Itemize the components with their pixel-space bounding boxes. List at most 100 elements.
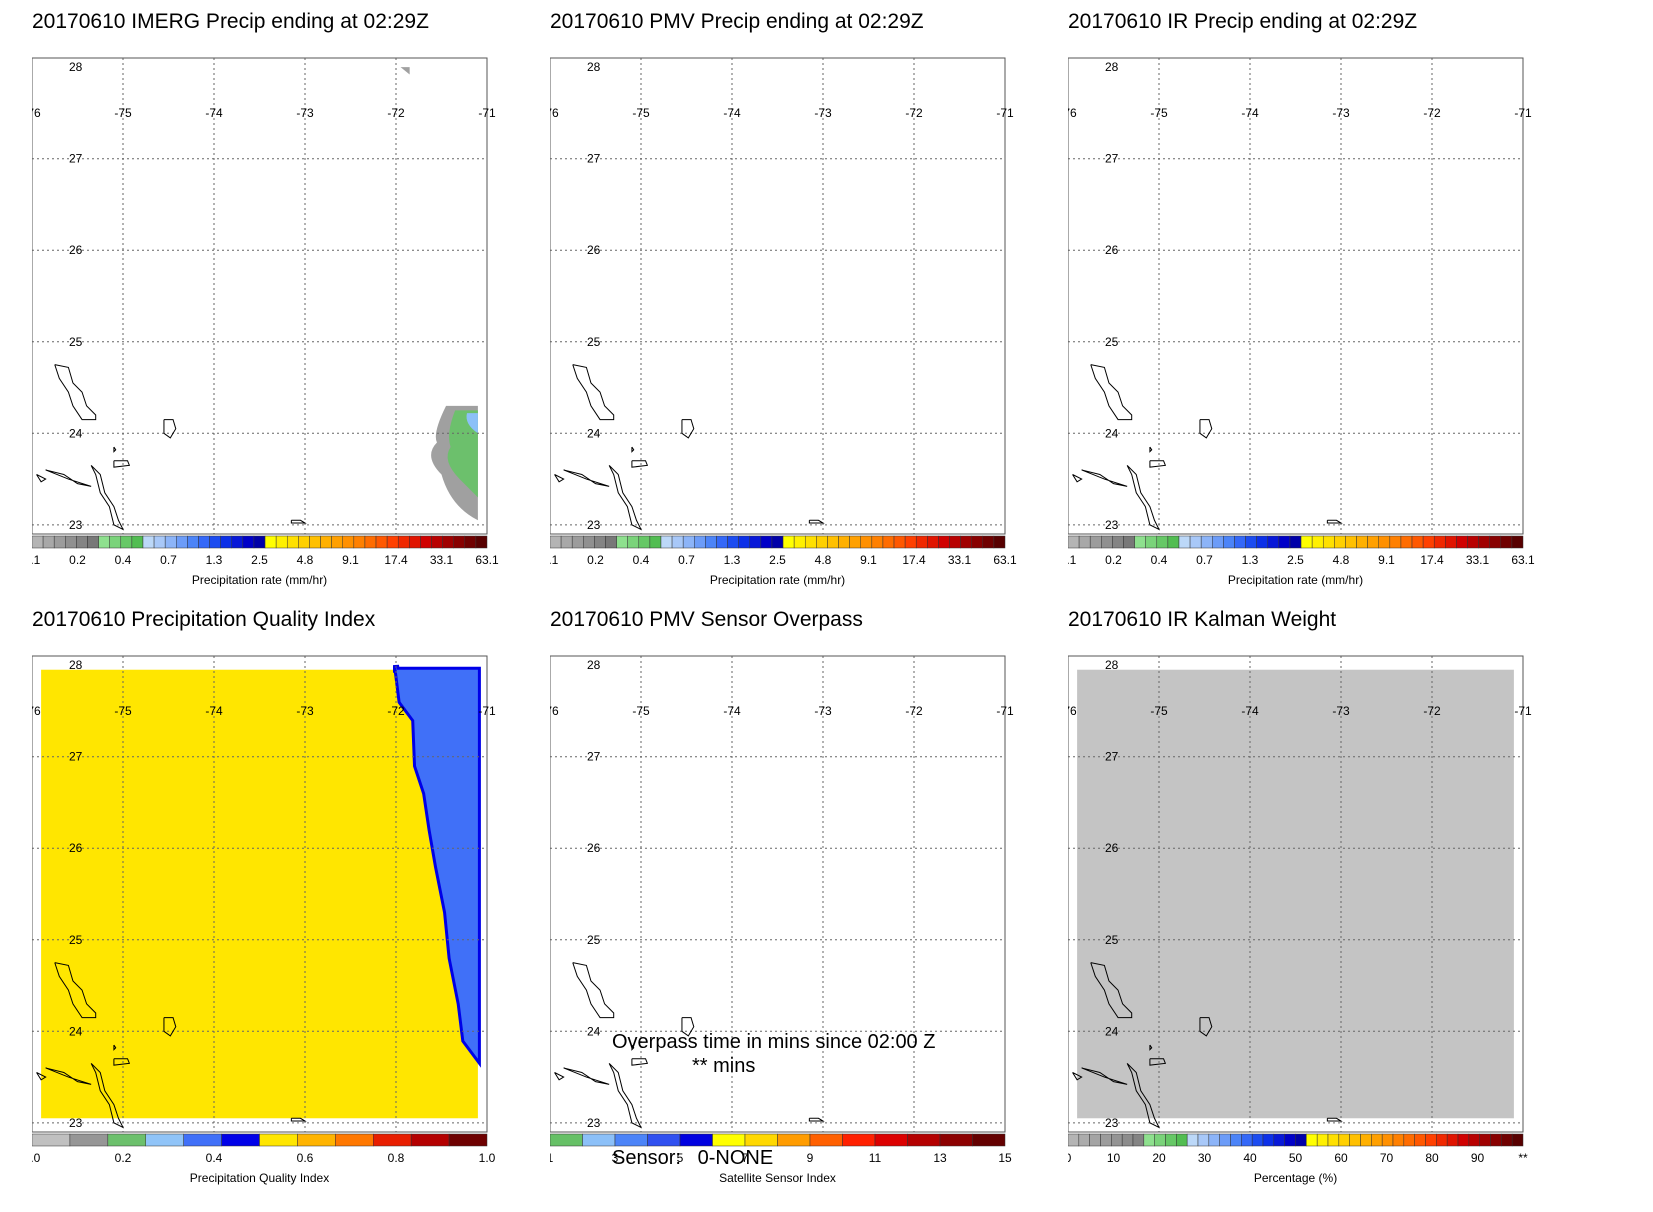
- colorbar: 0 10 20 30 40 50 60 70 80 90 ** Percentage (%): [1068, 1133, 1528, 1185]
- colorbar-tick-label: 5: [677, 1151, 684, 1165]
- colorbar-swatch: [1334, 535, 1346, 549]
- colorbar-tick-label: 11: [869, 1151, 882, 1165]
- colorbar-swatch: [76, 535, 88, 549]
- colorbar-swatch: [1111, 1133, 1123, 1147]
- graticule: [1068, 656, 1523, 1132]
- colorbar-tick-label: 30: [1198, 1151, 1212, 1165]
- colorbar-swatch: [1167, 535, 1180, 549]
- colorbar-swatch: [594, 535, 606, 549]
- panel-title: 20170610 IMERG Precip ending at 02:29Z: [32, 10, 429, 33]
- colorbar-tick-label: 63.1: [475, 553, 499, 567]
- lon-label: -73: [296, 106, 314, 120]
- overpass-mins-text: ** mins: [692, 1055, 755, 1077]
- colorbar-swatch: [397, 535, 410, 549]
- colorbar-swatch: [1511, 535, 1524, 549]
- graticule: [32, 58, 487, 534]
- colorbar-swatch: [804, 535, 817, 549]
- colorbar-swatch: [298, 535, 310, 549]
- lon-label: -75: [632, 106, 650, 120]
- colorbar-swatch: [342, 535, 355, 549]
- coastline: [1072, 962, 1343, 1129]
- colorbar-swatch: [1327, 1133, 1340, 1147]
- lat-label: 27: [1105, 152, 1119, 166]
- colorbar-tick-label: 15: [998, 1151, 1012, 1165]
- colorbar-swatch: [431, 535, 443, 549]
- colorbar-swatch: [972, 1133, 1006, 1147]
- lon-label: -72: [387, 106, 405, 120]
- colorbar-swatch: [871, 535, 884, 549]
- colorbar-swatch: [1251, 1133, 1264, 1147]
- lon-label: -74: [205, 704, 223, 718]
- colorbar-swatch: [727, 535, 739, 549]
- colorbar-swatch: [949, 535, 961, 549]
- lon-label: -76: [32, 106, 41, 120]
- colorbar-swatch: [1356, 535, 1368, 549]
- colorbar-swatch: [882, 535, 895, 549]
- colorbar-tick-label: 2.5: [1287, 553, 1304, 567]
- colorbar-swatch: [176, 535, 188, 549]
- panel-title: 20170610 PMV Sensor Overpass: [550, 608, 863, 631]
- map-frame: [32, 57, 488, 535]
- lon-label: -75: [1150, 106, 1168, 120]
- colorbar-tick-label: 0.1: [32, 553, 41, 567]
- colorbar-swatch: [1338, 1133, 1350, 1147]
- map-frame: [1068, 655, 1524, 1133]
- colorbar-swatch: [475, 535, 488, 549]
- colorbar-swatch: [605, 535, 617, 549]
- colorbar-swatch: [647, 1133, 681, 1147]
- colorbar-swatch: [582, 1133, 616, 1147]
- colorbar-swatch: [738, 535, 751, 549]
- coastline: [36, 962, 307, 1129]
- graticule: [550, 58, 1005, 534]
- colorbar-swatch: [1241, 1133, 1253, 1147]
- colorbar-tick-label: 0.2: [1105, 553, 1122, 567]
- colorbar-swatch: [649, 535, 662, 549]
- colorbar-swatch: [671, 535, 684, 549]
- colorbar-swatch: [1300, 535, 1313, 549]
- colorbar-swatch: [744, 1133, 778, 1147]
- colorbar-swatch: [1360, 1133, 1372, 1147]
- lat-label: 28: [587, 60, 601, 74]
- lat-label: 28: [69, 60, 83, 74]
- colorbar-swatch: [571, 535, 584, 549]
- colorbar-swatch: [809, 1133, 843, 1147]
- colorbar-swatch: [1403, 1133, 1415, 1147]
- lon-label: -71: [996, 704, 1014, 718]
- colorbar-tick-label: 0.4: [206, 1151, 223, 1165]
- graticule: [550, 656, 1005, 1132]
- colorbar-swatch: [1478, 535, 1490, 549]
- colorbar-tick-label: 33.1: [948, 553, 972, 567]
- lat-label: 23: [587, 518, 601, 532]
- colorbar-swatch: [1156, 535, 1169, 549]
- colorbar-swatch: [838, 535, 850, 549]
- colorbar-swatch: [682, 535, 695, 549]
- colorbar-tick-label: 1.3: [1242, 553, 1259, 567]
- map-panel-kalman: 20170610 IR Kalman Weight -76 -75 -74 -73 -72…: [1068, 608, 1608, 1208]
- colorbar-swatch: [286, 535, 299, 549]
- colorbar-swatch: [614, 1133, 648, 1147]
- colorbar-swatch: [1100, 1133, 1112, 1147]
- lat-label: 23: [69, 518, 83, 532]
- colorbar-swatch: [1230, 1133, 1242, 1147]
- colorbar-swatch: [1349, 1133, 1361, 1147]
- lat-label: 23: [69, 1116, 83, 1130]
- colorbar-swatch: [1389, 535, 1402, 549]
- colorbar-tick-label: 90: [1471, 1151, 1485, 1165]
- colorbar-swatch: [409, 535, 421, 549]
- colorbar-tick-label: 0.2: [69, 553, 86, 567]
- colorbar-swatch: [1445, 535, 1457, 549]
- colorbar-swatch: [1501, 1133, 1513, 1147]
- colorbar-swatch: [335, 1133, 374, 1147]
- colorbar-tick-label: 9.1: [860, 553, 877, 567]
- colorbar-swatch: [164, 535, 177, 549]
- colorbar-tick-label: 17.4: [384, 553, 408, 567]
- colorbar-tick-label: 3: [612, 1151, 619, 1165]
- coastline: [554, 962, 825, 1129]
- colorbar-swatch: [69, 1133, 109, 1147]
- colorbar-tick-label: 2.5: [251, 553, 268, 567]
- colorbar-swatch: [1223, 535, 1235, 549]
- panel-title: 20170610 Precipitation Quality Index: [32, 608, 376, 631]
- graticule: [1068, 58, 1523, 534]
- colorbar-tick-label: 4.8: [297, 553, 314, 567]
- colorbar-tick-label: 63.1: [1511, 553, 1535, 567]
